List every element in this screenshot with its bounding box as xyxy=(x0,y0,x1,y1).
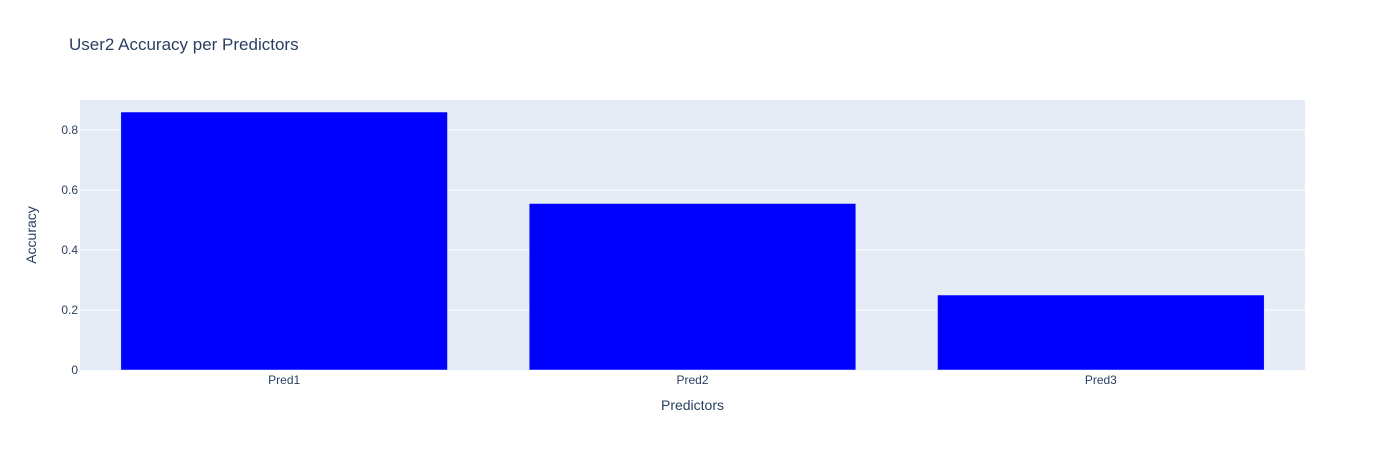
y-tick-label: 0.6 xyxy=(61,183,78,197)
x-tick-labels: Pred1 Pred2 Pred3 xyxy=(268,373,1117,387)
y-tick-label: 0.8 xyxy=(61,123,78,137)
bar-pred2[interactable] xyxy=(528,203,857,371)
x-tick-label: Pred3 xyxy=(1085,373,1117,387)
x-tick-label: Pred1 xyxy=(268,373,300,387)
chart-title: User2 Accuracy per Predictors xyxy=(69,35,299,54)
y-tick-labels: 0 0.2 0.4 0.6 0.8 xyxy=(61,123,78,377)
bar-pred1[interactable] xyxy=(120,111,448,371)
y-tick-label: 0.2 xyxy=(61,303,78,317)
bar-pred3[interactable] xyxy=(937,294,1265,371)
bars xyxy=(120,111,1265,371)
y-tick-label: 0 xyxy=(71,363,78,377)
y-axis-title: Accuracy xyxy=(23,206,39,264)
x-axis-title: Predictors xyxy=(661,397,724,413)
x-tick-label: Pred2 xyxy=(676,373,708,387)
y-tick-label: 0.4 xyxy=(61,243,78,257)
